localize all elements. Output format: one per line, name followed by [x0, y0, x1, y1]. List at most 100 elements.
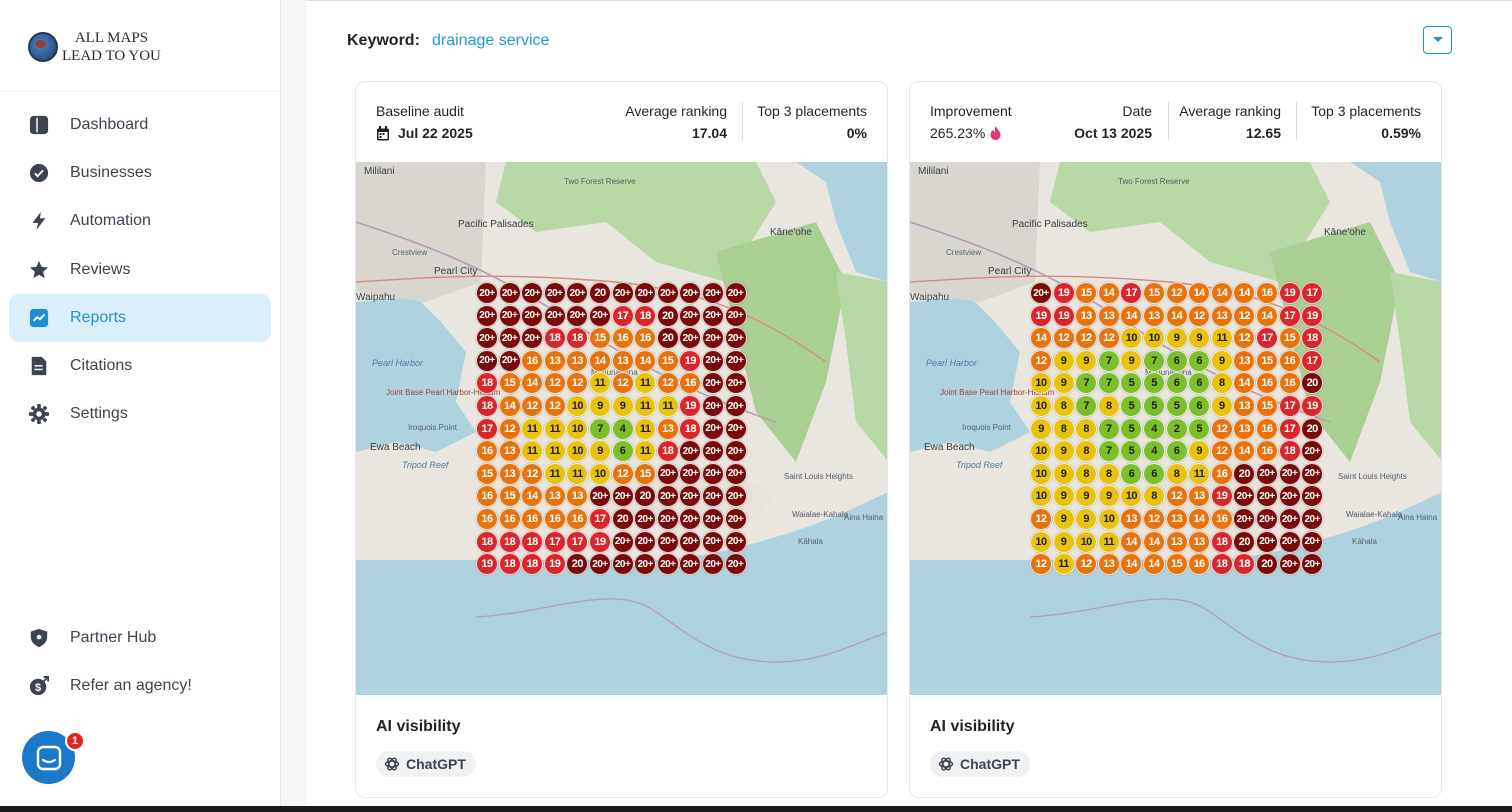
- rank-pin[interactable]: 17: [1278, 395, 1301, 417]
- rank-pin[interactable]: 11: [1097, 530, 1120, 553]
- rank-pin[interactable]: 10: [1030, 372, 1052, 395]
- rank-pin[interactable]: 20: [1301, 417, 1324, 440]
- rank-pin[interactable]: 16: [1210, 462, 1233, 485]
- rank-pin[interactable]: 20+: [1256, 485, 1278, 508]
- rank-pin[interactable]: 11: [1052, 553, 1075, 576]
- rank-pin[interactable]: 20+: [1278, 553, 1301, 576]
- rank-pin[interactable]: 20+: [1233, 485, 1256, 508]
- rank-pin[interactable]: 12: [1165, 282, 1188, 304]
- rank-pin[interactable]: 14: [1143, 553, 1165, 576]
- rank-pin[interactable]: 5: [1120, 440, 1143, 463]
- rank-pin[interactable]: 11: [634, 372, 657, 395]
- rank-pin[interactable]: 20+: [702, 395, 724, 417]
- rank-pin[interactable]: 10: [1030, 530, 1052, 553]
- rank-pin[interactable]: 12: [1143, 508, 1165, 530]
- rank-pin[interactable]: 20+: [679, 485, 702, 508]
- rank-pin[interactable]: 18: [1210, 530, 1233, 553]
- rank-pin[interactable]: 18: [1301, 327, 1324, 350]
- rank-pin[interactable]: 12: [1097, 327, 1120, 350]
- rank-pin[interactable]: 5: [1120, 372, 1143, 395]
- rank-pin[interactable]: 10: [566, 417, 589, 440]
- rank-pin[interactable]: 7: [1143, 349, 1165, 372]
- rank-pin[interactable]: 10: [589, 462, 611, 485]
- rank-pin[interactable]: 20+: [589, 304, 611, 327]
- rank-pin[interactable]: 20: [1256, 553, 1278, 576]
- rank-pin[interactable]: 17: [566, 530, 589, 553]
- rank-pin[interactable]: 20+: [1301, 530, 1324, 553]
- rank-pin[interactable]: 14: [1188, 508, 1211, 530]
- rank-pin[interactable]: 16: [634, 327, 657, 350]
- rank-pin[interactable]: 20+: [543, 282, 566, 304]
- rank-pin[interactable]: 14: [1120, 304, 1143, 327]
- rank-pin[interactable]: 20+: [1256, 462, 1278, 485]
- rank-pin[interactable]: 20+: [724, 530, 747, 553]
- rank-pin[interactable]: 20+: [1301, 508, 1324, 530]
- rank-pin[interactable]: 15: [1256, 349, 1278, 372]
- rank-pin[interactable]: 20+: [656, 508, 679, 530]
- rank-pin[interactable]: 8: [1075, 417, 1098, 440]
- rank-pin[interactable]: 19: [476, 553, 498, 576]
- rank-pin[interactable]: 6: [1165, 372, 1188, 395]
- rank-pin[interactable]: 16: [1210, 508, 1233, 530]
- rank-pin[interactable]: 9: [1052, 440, 1075, 463]
- rank-pin[interactable]: 12: [611, 372, 634, 395]
- rank-pin[interactable]: 20: [1233, 462, 1256, 485]
- rank-pin[interactable]: 14: [1233, 282, 1256, 304]
- rank-pin[interactable]: 19: [1278, 282, 1301, 304]
- rank-pin[interactable]: 20+: [656, 462, 679, 485]
- rank-pin[interactable]: 17: [1301, 282, 1324, 304]
- rank-pin[interactable]: 20+: [702, 372, 724, 395]
- rank-pin[interactable]: 20+: [543, 304, 566, 327]
- rank-pin[interactable]: 15: [498, 485, 521, 508]
- rank-pin[interactable]: 20+: [702, 417, 724, 440]
- sidebar-item-automation[interactable]: Automation: [9, 197, 271, 245]
- rank-pin[interactable]: 20+: [1278, 508, 1301, 530]
- rank-pin[interactable]: 20+: [702, 553, 724, 576]
- rank-pin[interactable]: 20+: [521, 327, 544, 350]
- rank-pin[interactable]: 20+: [702, 327, 724, 350]
- rank-pin[interactable]: 4: [611, 417, 634, 440]
- rank-pin[interactable]: 14: [1210, 282, 1233, 304]
- rank-pin[interactable]: 16: [1256, 282, 1278, 304]
- rank-pin[interactable]: 19: [679, 395, 702, 417]
- rank-pin[interactable]: 12: [611, 462, 634, 485]
- rank-pin[interactable]: 13: [566, 349, 589, 372]
- rank-pin[interactable]: 16: [521, 349, 544, 372]
- sidebar-item-citations[interactable]: Citations: [9, 342, 271, 390]
- rank-pin[interactable]: 20+: [702, 485, 724, 508]
- rank-pin[interactable]: 18: [566, 327, 589, 350]
- rank-pin[interactable]: 20+: [724, 553, 747, 576]
- rank-pin[interactable]: 9: [1030, 417, 1052, 440]
- rank-pin[interactable]: 7: [1097, 372, 1120, 395]
- rank-pin[interactable]: 20: [566, 553, 589, 576]
- rank-pin[interactable]: 20+: [1278, 462, 1301, 485]
- rank-pin[interactable]: 9: [1188, 440, 1211, 463]
- rank-pin[interactable]: 6: [1188, 349, 1211, 372]
- rank-pin[interactable]: 20+: [702, 349, 724, 372]
- rank-pin[interactable]: 13: [1165, 530, 1188, 553]
- ranking-map[interactable]: Mililani Pacific Palisades Crestview Pearl …: [356, 162, 887, 695]
- rank-pin[interactable]: 16: [679, 372, 702, 395]
- rank-pin[interactable]: 14: [521, 485, 544, 508]
- rank-pin[interactable]: 15: [1278, 327, 1301, 350]
- rank-pin[interactable]: 11: [1210, 327, 1233, 350]
- rank-pin[interactable]: 20+: [476, 349, 498, 372]
- rank-pin[interactable]: 17: [589, 508, 611, 530]
- rank-pin[interactable]: 18: [476, 372, 498, 395]
- rank-pin[interactable]: 20: [1233, 530, 1256, 553]
- rank-pin[interactable]: 20+: [521, 282, 544, 304]
- rank-pin[interactable]: 16: [476, 508, 498, 530]
- rank-pin[interactable]: 16: [1278, 372, 1301, 395]
- rank-pin[interactable]: 7: [1097, 349, 1120, 372]
- rank-pin[interactable]: 14: [521, 372, 544, 395]
- rank-pin[interactable]: 11: [521, 440, 544, 463]
- rank-pin[interactable]: 20+: [679, 327, 702, 350]
- rank-pin[interactable]: 10: [1120, 327, 1143, 350]
- rank-pin[interactable]: 20+: [634, 282, 657, 304]
- rank-pin[interactable]: 14: [1256, 304, 1278, 327]
- rank-pin[interactable]: 20+: [498, 327, 521, 350]
- rank-pin[interactable]: 20+: [724, 462, 747, 485]
- rank-pin[interactable]: 11: [656, 395, 679, 417]
- rank-pin[interactable]: 18: [476, 530, 498, 553]
- rank-pin[interactable]: 9: [1052, 485, 1075, 508]
